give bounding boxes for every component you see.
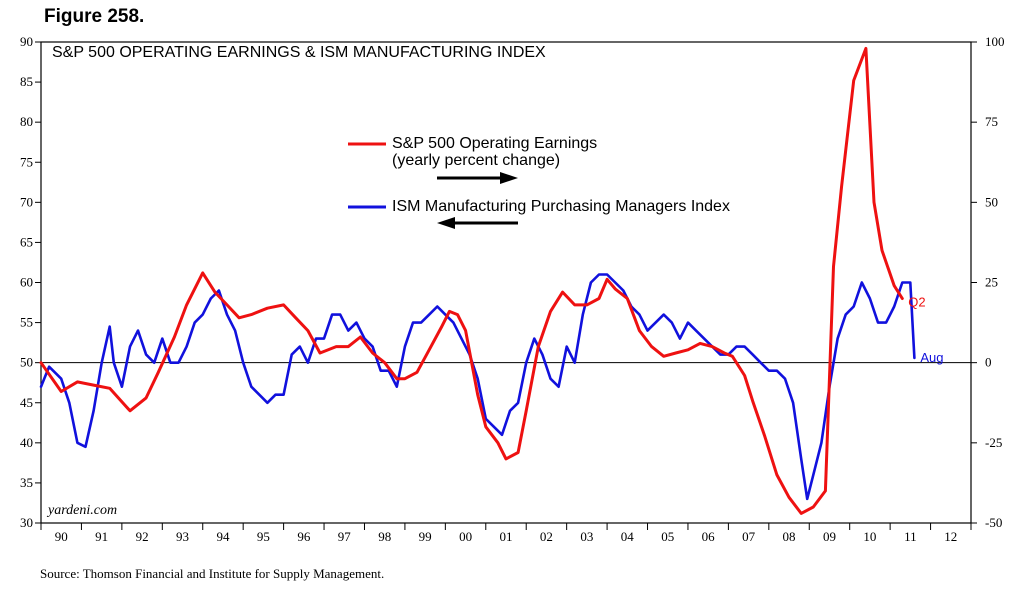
- x-tick-label: 95: [257, 529, 270, 544]
- x-tick-label: 05: [661, 529, 674, 544]
- left-tick-label: 85: [20, 74, 33, 89]
- x-tick-label: 04: [621, 529, 635, 544]
- left-tick-label: 30: [20, 515, 33, 530]
- legend-arrow-left-head: [437, 217, 455, 229]
- x-tick-label: 99: [419, 529, 432, 544]
- x-tick-label: 00: [459, 529, 472, 544]
- legend-arrows: [348, 142, 518, 229]
- left-tick-label: 40: [20, 435, 33, 450]
- right-tick-label: -50: [985, 515, 1002, 530]
- x-tick-label: 12: [944, 529, 957, 544]
- left-tick-label: 60: [20, 275, 33, 290]
- x-tick-label: 97: [338, 529, 352, 544]
- series-line-earnings: [39, 46, 904, 515]
- x-tick-label: 06: [702, 529, 716, 544]
- left-tick-label: 55: [20, 315, 33, 330]
- x-tick-label: 08: [783, 529, 796, 544]
- legend-earnings-label: S&P 500 Operating Earnings: [392, 135, 598, 152]
- x-tick-label: 94: [216, 529, 230, 544]
- right-tick-label: 25: [985, 275, 998, 290]
- left-tick-label: 35: [20, 475, 33, 490]
- left-tick-label: 75: [20, 154, 33, 169]
- x-tick-label: 96: [297, 529, 311, 544]
- x-tick-label: 09: [823, 529, 836, 544]
- x-tick-label: 02: [540, 529, 553, 544]
- legend-earnings-sublabel: (yearly percent change): [392, 152, 561, 169]
- end-label-ism: Aug: [920, 350, 943, 365]
- yardeni-watermark: yardeni.com: [48, 503, 118, 518]
- x-axis: 90 91 92 93 94 95 96 97 98 99 00 01 02 03 04 05 06 07 08 09…: [40, 523, 972, 544]
- left-tick-label: 50: [20, 355, 33, 370]
- x-tick-label: 92: [136, 529, 149, 544]
- right-tick-label: 0: [985, 355, 992, 370]
- x-tick-label: 01: [500, 529, 513, 544]
- right-tick-label: 100: [985, 34, 1005, 49]
- chart-title: S&P 500 OPERATING EARNINGS & ISM MANUFAC…: [52, 44, 546, 61]
- left-tick-label: 80: [20, 114, 33, 129]
- right-axis: -50 -25 0 25 50 75 100: [971, 34, 1005, 530]
- right-tick-label: 75: [985, 114, 998, 129]
- source-note: Source: Thomson Financial and Institute …: [40, 566, 385, 581]
- x-tick-label: 07: [742, 529, 756, 544]
- x-tick-label: 98: [378, 529, 391, 544]
- x-tick-label: 03: [580, 529, 593, 544]
- legend-arrow-right-head: [500, 172, 518, 184]
- x-tick-label: 11: [904, 529, 917, 544]
- series-line-ism: [39, 273, 916, 501]
- x-tick-label: 91: [95, 529, 108, 544]
- legend-ism-label: ISM Manufacturing Purchasing Managers In…: [392, 198, 730, 215]
- x-tick-label: 93: [176, 529, 189, 544]
- end-label-earnings: Q2: [908, 295, 925, 310]
- series-layer: [39, 46, 916, 515]
- right-tick-label: 50: [985, 194, 998, 209]
- left-tick-label: 45: [20, 395, 33, 410]
- left-tick-label: 65: [20, 234, 33, 249]
- x-tick-label: 90: [55, 529, 68, 544]
- left-axis: 30 35 40 45 50 55 60 65 70 75 80 85 90: [20, 34, 41, 530]
- left-tick-label: 90: [20, 34, 33, 49]
- right-tick-label: -25: [985, 435, 1002, 450]
- left-tick-label: 70: [20, 194, 33, 209]
- end-labels: Q2 Aug: [908, 295, 943, 365]
- x-tick-label: 10: [863, 529, 876, 544]
- figure-label: Figure 258.: [44, 6, 145, 27]
